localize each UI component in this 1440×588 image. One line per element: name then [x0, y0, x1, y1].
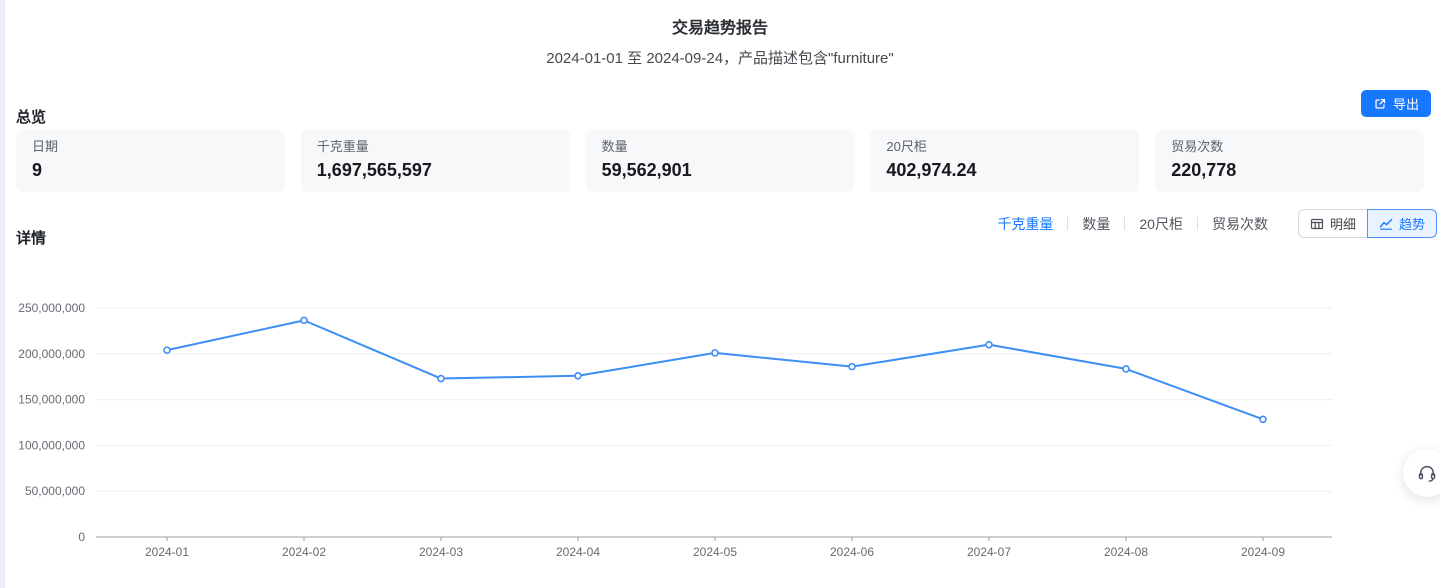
view-toggle-label: 趋势 [1398, 217, 1425, 232]
card-value: 402,974.24 [886, 160, 977, 180]
overview-cards: 日期 9 千克重量 1,697,565,597 数量 59,562,901 20尺柜 402,… [16, 130, 1424, 192]
card-value: 59,562,901 [601, 160, 692, 180]
tab-separator [1124, 217, 1126, 230]
overview-card: 20尺柜 402,974.24 [870, 130, 1140, 192]
page-subtitle: 2024-01-01 至 2024-09-24，产品描述包含"furniture… [546, 50, 894, 67]
y-axis-label: 50,000,000 [25, 484, 85, 498]
data-point [163, 346, 171, 354]
card-label: 20尺柜 [886, 139, 927, 154]
export-button[interactable]: 导出 [1360, 90, 1431, 117]
view-toggle-trend[interactable]: 趋势 [1366, 209, 1437, 238]
y-axis-label: 200,000,000 [18, 347, 85, 361]
report-header: 交易趋势报告 2024-01-01 至 2024-09-24，产品描述包含"fu… [0, 14, 1440, 68]
export-button-label: 导出 [1392, 97, 1419, 112]
overview-section-title: 总览 [16, 109, 47, 127]
data-point [300, 316, 308, 325]
y-axis-label: 150,000,000 [18, 393, 85, 407]
tab-separator [1067, 217, 1069, 230]
table-icon [1310, 217, 1324, 231]
x-axis-label: 2024-07 [967, 545, 1011, 559]
data-point [711, 349, 719, 357]
panel-edge-divider [0, 0, 5, 588]
y-axis-label: 250,000,000 [18, 301, 85, 315]
metric-tabs: 千克重量 数量 20尺柜 贸易次数 [997, 214, 1268, 234]
data-point [574, 371, 582, 380]
data-point [1259, 415, 1267, 424]
metric-tab-2[interactable]: 20尺柜 [1139, 215, 1183, 232]
card-label: 数量 [601, 139, 628, 154]
card-label: 日期 [32, 139, 59, 154]
metric-tab-3[interactable]: 贸易次数 [1211, 215, 1268, 232]
page-title: 交易趋势报告 [671, 20, 768, 37]
y-axis-label: 0 [78, 530, 85, 544]
x-axis-label: 2024-03 [419, 545, 463, 559]
data-point [1122, 365, 1130, 373]
view-toggle-group: 明细 趋势 [1297, 209, 1437, 238]
card-value: 1,697,565,597 [316, 160, 432, 180]
overview-card: 千克重量 1,697,565,597 [300, 130, 570, 192]
customer-service-button[interactable] [1403, 449, 1440, 497]
detail-controls: 千克重量 数量 20尺柜 贸易次数 明细 趋势 [997, 209, 1437, 238]
overview-card: 数量 59,562,901 [585, 130, 855, 192]
metric-tab-1[interactable]: 数量 [1082, 215, 1111, 232]
x-axis-label: 2024-08 [1104, 545, 1148, 559]
x-axis-label: 2024-09 [1241, 545, 1285, 559]
trend-icon [1379, 217, 1393, 231]
data-point [437, 374, 445, 383]
data-point [848, 362, 856, 371]
x-axis-label: 2024-04 [556, 545, 600, 559]
data-point [985, 340, 993, 349]
view-toggle-label: 明细 [1329, 217, 1356, 232]
card-value: 9 [32, 160, 43, 180]
metric-tab-0[interactable]: 千克重量 [997, 215, 1054, 232]
x-axis-label: 2024-02 [282, 545, 326, 559]
view-toggle-detail[interactable]: 明细 [1297, 209, 1368, 238]
overview-card: 贸易次数 220,778 [1155, 130, 1424, 192]
trend-line-chart: 0 50,000,000 100,000,000 150,000,000 200,000… [18, 301, 1332, 559]
x-axis-label: 2024-06 [830, 545, 874, 559]
trend-line [166, 319, 1264, 421]
card-label: 贸易次数 [1171, 139, 1224, 154]
card-value: 220,778 [1171, 160, 1237, 180]
x-axis-label: 2024-05 [693, 545, 737, 559]
y-axis-label: 100,000,000 [18, 438, 85, 452]
detail-section-title: 详情 [16, 230, 47, 248]
export-icon [1373, 97, 1387, 111]
headset-icon [1416, 462, 1438, 484]
tab-separator [1196, 217, 1198, 230]
overview-card: 日期 9 [16, 130, 285, 192]
card-label: 千克重量 [316, 139, 369, 154]
x-axis-label: 2024-01 [145, 545, 189, 559]
